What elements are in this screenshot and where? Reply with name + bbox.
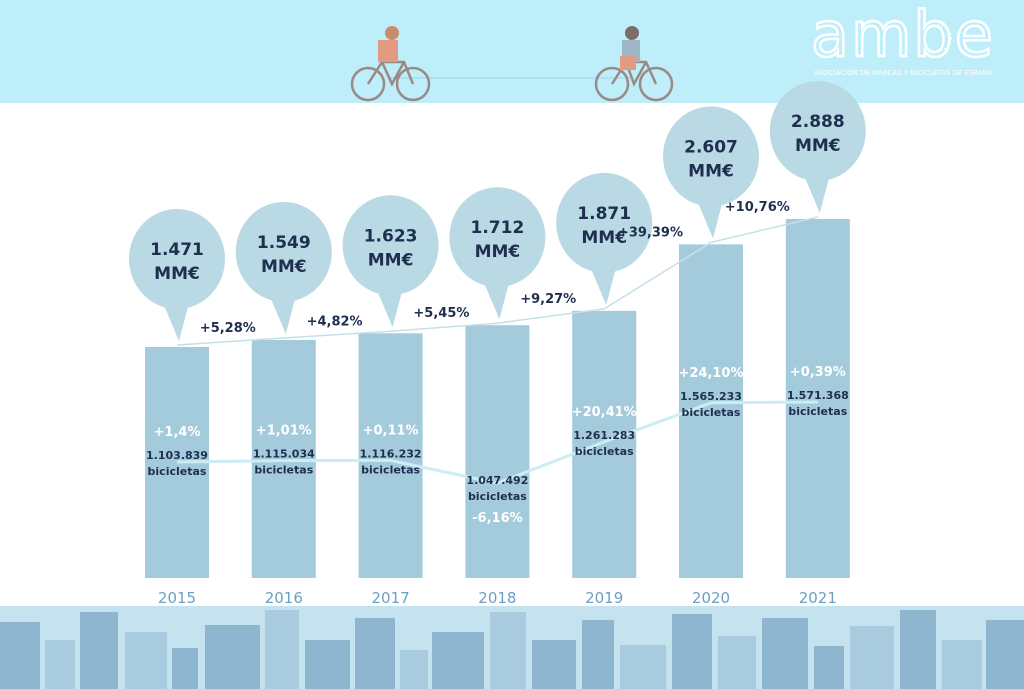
money-unit: MM€ (795, 136, 841, 156)
money-value: 1.549 (257, 233, 311, 253)
logo-subtitle: ASOCIACIÓN DE MARCAS Y BICICLETAS DE ESP… (814, 68, 992, 77)
bicycles-count: 1.103.839 (146, 449, 208, 462)
bubble-tail (376, 289, 403, 328)
value-bubble: 1.623 MM€ (342, 195, 439, 328)
bicycles-unit: bicicletas (361, 463, 420, 476)
labels-layer: 2015 2016 2017 2018 2019 2020 2021 +5,28% +4,82%… (146, 200, 849, 607)
bicycles-count: 1.116.232 (360, 447, 422, 460)
year-label: 2020 (692, 589, 730, 607)
bubbles-layer: 1.471 MM€ 1.549 MM€ 1.623 MM€ 1.712 MM€ 1.871 MM€… (129, 81, 866, 341)
money-value: 2.607 (684, 137, 738, 157)
bubble-body (342, 195, 439, 296)
money-growth-label: +10,76% (725, 200, 790, 215)
bicycles-unit: bicicletas (788, 405, 847, 418)
bicycles-growth-label: +1,01% (256, 424, 312, 439)
money-value: 1.623 (364, 226, 418, 246)
cyclist-woman-icon (594, 26, 674, 102)
bubble-body (769, 81, 866, 181)
money-growth-label: +5,28% (200, 321, 256, 336)
money-growth-label: +4,82% (307, 314, 363, 329)
bubble-body (556, 172, 653, 273)
bar-2021 (785, 219, 850, 578)
logo-wordmark: ambe (811, 0, 995, 71)
bars-layer (145, 216, 850, 578)
money-unit: MM€ (688, 161, 734, 181)
bicycles-count: 1.115.034 (253, 448, 315, 461)
money-value: 2.888 (791, 112, 845, 132)
year-label: 2019 (585, 589, 623, 607)
bicycles-unit: bicicletas (682, 406, 741, 419)
cyclist-man-icon (350, 26, 431, 102)
bubble-tail (269, 295, 296, 334)
ambe-logo: ambe ASOCIACIÓN DE MARCAS Y BICICLETAS D… (810, 0, 995, 77)
bicycles-growth-label: +24,10% (678, 366, 743, 381)
money-trend-line (176, 216, 818, 346)
money-value: 1.471 (150, 240, 204, 260)
money-growth-label: +39,39% (618, 225, 683, 240)
value-bubble: 2.607 MM€ (663, 106, 759, 239)
city-skyline (0, 606, 1024, 689)
year-label: 2017 (372, 589, 410, 607)
bubble-tail (697, 200, 723, 239)
bubble-tail (163, 303, 189, 341)
money-value: 1.871 (577, 204, 631, 224)
bicycles-unit: bicicletas (254, 464, 313, 477)
money-unit: MM€ (154, 264, 200, 284)
bar-2018 (465, 325, 530, 578)
year-label: 2016 (265, 589, 303, 607)
bicycles-count: 1.047.492 (466, 474, 528, 487)
bubble-body (449, 187, 546, 288)
bubble-body (235, 201, 332, 302)
money-growth-label: +9,27% (520, 292, 576, 307)
bicycles-growth-label: +1,4% (154, 425, 201, 440)
bubble-body (129, 209, 225, 309)
bicycles-growth-label: +0,39% (790, 365, 846, 380)
sky-band (0, 0, 1024, 103)
bicycles-count: 1.261.283 (573, 429, 635, 442)
bubble-tail (590, 266, 617, 305)
money-unit: MM€ (475, 242, 521, 262)
bike-wheel-icon (924, 24, 952, 52)
money-growth-label: +5,45% (413, 306, 469, 321)
bubble-tail (803, 175, 830, 213)
bar-2016 (251, 339, 316, 578)
money-unit: MM€ (368, 250, 414, 270)
money-unit: MM€ (581, 228, 627, 248)
year-label: 2021 (799, 589, 837, 607)
year-label: 2015 (158, 589, 196, 607)
bicycles-unit: bicicletas (148, 465, 207, 478)
value-bubble: 2.888 MM€ (769, 81, 866, 213)
year-label: 2018 (478, 589, 516, 607)
bicycles-growth-label: +0,11% (363, 423, 419, 438)
value-bubble: 1.549 MM€ (235, 201, 332, 334)
bicycles-growth-label: +20,41% (572, 405, 637, 420)
bicycles-unit: bicicletas (575, 445, 634, 458)
bicycles-count: 1.565.233 (680, 390, 742, 403)
money-unit: MM€ (261, 257, 307, 277)
value-bubble: 1.871 MM€ (556, 172, 653, 305)
bubble-body (663, 106, 759, 207)
bicycles-count: 1.571.368 (787, 389, 849, 402)
money-value: 1.712 (471, 218, 525, 238)
bar-2019 (572, 310, 637, 578)
bubble-tail (483, 281, 510, 320)
bicycles-growth-label: -6,16% (472, 511, 523, 526)
value-bubble: 1.712 MM€ (449, 187, 546, 320)
bar-2017 (358, 333, 423, 578)
value-bubble: 1.471 MM€ (129, 209, 225, 341)
bicycles-unit: bicicletas (468, 490, 527, 503)
bicycles-trend-line (176, 400, 818, 485)
